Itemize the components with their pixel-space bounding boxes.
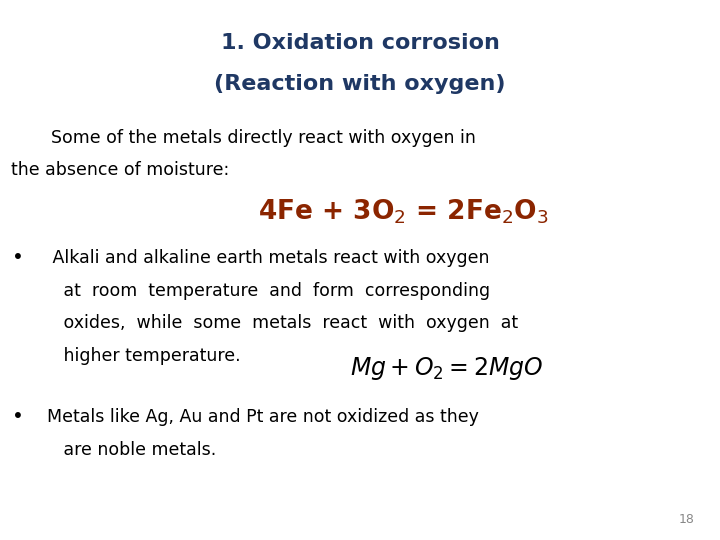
Text: Alkali and alkaline earth metals react with oxygen: Alkali and alkaline earth metals react w… bbox=[47, 248, 490, 267]
Text: (Reaction with oxygen): (Reaction with oxygen) bbox=[215, 73, 505, 94]
Text: higher temperature.: higher temperature. bbox=[47, 347, 240, 366]
Text: Metals like Ag, Au and Pt are not oxidized as they: Metals like Ag, Au and Pt are not oxidiz… bbox=[47, 408, 479, 426]
Text: oxides,  while  some  metals  react  with  oxygen  at: oxides, while some metals react with oxy… bbox=[47, 314, 518, 333]
Text: $Mg + O_2 = 2MgO$: $Mg + O_2 = 2MgO$ bbox=[350, 355, 543, 382]
Text: •: • bbox=[12, 407, 24, 427]
Text: 4Fe + 3O$_2$ = 2Fe$_2$O$_3$: 4Fe + 3O$_2$ = 2Fe$_2$O$_3$ bbox=[258, 198, 549, 226]
Text: 18: 18 bbox=[679, 513, 695, 526]
Text: 1. Oxidation corrosion: 1. Oxidation corrosion bbox=[220, 33, 500, 53]
Text: Some of the metals directly react with oxygen in: Some of the metals directly react with o… bbox=[29, 129, 476, 147]
Text: •: • bbox=[12, 248, 24, 267]
Text: at  room  temperature  and  form  corresponding: at room temperature and form correspondi… bbox=[47, 281, 490, 300]
Text: the absence of moisture:: the absence of moisture: bbox=[11, 161, 229, 179]
Text: are noble metals.: are noble metals. bbox=[47, 441, 216, 459]
